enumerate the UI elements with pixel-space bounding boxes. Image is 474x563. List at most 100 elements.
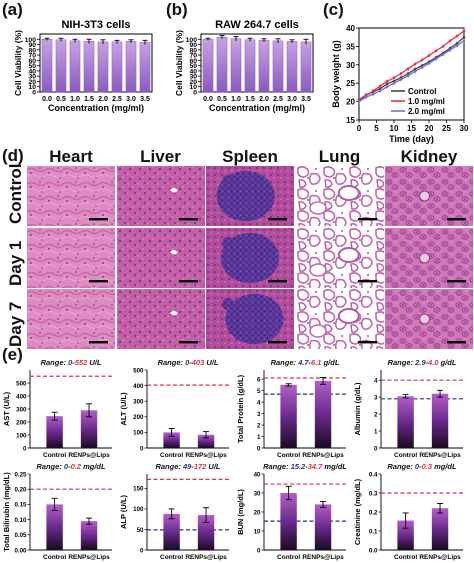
histology-texture (385, 166, 473, 226)
y-tick-label: 70 (28, 53, 36, 60)
tissue-structure (337, 246, 360, 263)
x-tick-label: 2.5 (273, 96, 283, 103)
bar (286, 41, 298, 93)
panel-letter-a: (a) (2, 0, 23, 19)
y-tick-label: 0 (257, 547, 261, 554)
bar (202, 39, 214, 93)
range-sep: - (305, 462, 308, 471)
y-axis-label: Total Protein (g/dL) (236, 374, 245, 443)
x-tick-label: 2.0 (259, 96, 269, 103)
y-tick-label: 30 (346, 61, 355, 70)
tissue-structure (225, 293, 284, 345)
tissue-structure (27, 227, 115, 288)
histology-texture (27, 289, 115, 349)
range-sep: - (419, 462, 422, 471)
histology-image (206, 289, 294, 349)
y-tick-label: 0.00 (14, 547, 27, 554)
data-point (385, 80, 389, 83)
y-tick-label: 90 (28, 42, 36, 49)
tissue-structure (89, 218, 108, 221)
data-point (420, 64, 424, 67)
chart-title: NIH-3T3 cells (61, 19, 130, 31)
x-tick-label: Control (277, 554, 300, 561)
bar (80, 521, 98, 550)
x-tick-label: 30 (460, 124, 469, 133)
x-tick-label: RENPs@Lips (419, 452, 461, 459)
histology-texture (385, 289, 473, 349)
y-axis-label: Creatinine (mg/dL) (353, 478, 362, 545)
y-tick-label: 100 (186, 37, 198, 44)
tissue-structure (220, 232, 280, 283)
histology-texture (206, 289, 294, 349)
y-tick-label: 500 (133, 367, 144, 374)
tissue-structure (178, 218, 198, 221)
tissue-structure (89, 341, 108, 344)
histology-image (116, 289, 205, 349)
y-tick-label: 10 (28, 84, 36, 91)
y-axis-label: Body weight (g) (331, 40, 341, 108)
y-tick-label: 50 (189, 63, 197, 70)
y-tick-label: 0.3 (369, 490, 378, 497)
y-tick-label: 35 (346, 42, 355, 51)
data-point (448, 39, 452, 43)
range-prefix: Range: (387, 462, 415, 471)
y-tick-label: 40 (189, 68, 197, 75)
y-tick-label: 6 (257, 376, 261, 383)
range-prefix: Range: (158, 358, 186, 367)
range-prefix: Range: (271, 358, 299, 367)
range-high: 403 (191, 358, 205, 367)
legend-label: 1.0 mg/ml (408, 97, 445, 106)
range-label: Range: 0-403 U/L (158, 358, 219, 367)
range-sep: - (309, 358, 312, 367)
x-tick-label: 0 (357, 124, 362, 133)
x-tick-label: RENPs@Lips (68, 554, 110, 561)
x-axis-label: Time (day) (389, 134, 434, 144)
range-low: 4.7 (297, 358, 309, 367)
y-tick-label: 100 (16, 432, 27, 439)
histology-image (385, 227, 473, 288)
range-unit: U/L (204, 358, 219, 367)
histology-texture (385, 227, 473, 288)
range-label: Range: 0-0.2 mg/dL (36, 462, 106, 471)
histology-image (295, 227, 384, 288)
histology-texture (116, 227, 205, 288)
bar (97, 41, 109, 93)
histology-texture (206, 227, 294, 288)
tissue-structure (337, 308, 360, 324)
x-tick-label: Control (43, 554, 66, 561)
x-tick-label: Control (160, 554, 183, 561)
data-point (462, 39, 466, 43)
x-tick-label: 20 (425, 124, 434, 133)
range-unit: mg/dL (322, 462, 347, 471)
tissue-structure (169, 188, 178, 193)
y-tick-label: 0 (140, 445, 144, 452)
range-low: 0 (64, 462, 69, 471)
data-point (392, 76, 396, 79)
range-high: 552 (75, 358, 88, 367)
bar (397, 520, 414, 550)
y-tick-label: 40 (346, 24, 355, 33)
range-sep: - (189, 358, 192, 367)
y-tick-label: 300 (16, 406, 27, 413)
y-tick-label: 2 (374, 411, 378, 418)
bar (280, 384, 297, 448)
x-tick-label: 5 (374, 124, 379, 133)
tissue-structure (268, 218, 287, 221)
data-point (455, 44, 459, 47)
bar (41, 39, 53, 93)
x-tick-label: 2.5 (112, 96, 122, 103)
data-point (378, 87, 382, 91)
data-point (357, 100, 361, 103)
y-tick-label: 50 (28, 63, 36, 70)
data-point (413, 70, 417, 73)
panel-letter-b: (b) (166, 0, 188, 19)
y-axis-label: Cell Viability (%) (13, 30, 23, 96)
y-tick-label: 10 (254, 528, 261, 535)
range-label: Range: 0-0.3 mg/dL (387, 462, 457, 471)
x-tick-label: Control (394, 452, 417, 459)
tissue-structure (308, 324, 327, 338)
y-tick-label: 4 (257, 399, 261, 406)
y-tick-label: 150 (133, 486, 144, 493)
data-point (406, 74, 410, 78)
series-line (358, 30, 465, 102)
